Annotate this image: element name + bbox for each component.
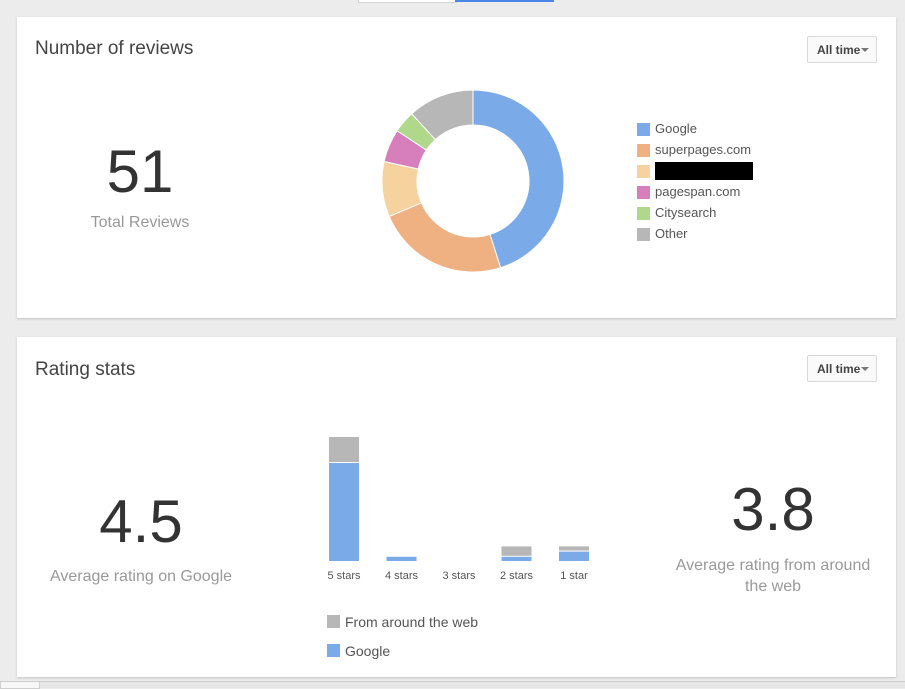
rating-card: Rating stats All time 4.5 Average rating… (17, 337, 896, 677)
reviews-card: Number of reviews All time 51 Total Revi… (17, 17, 896, 318)
google-swatch (327, 644, 340, 657)
google-avg-value: 4.5 (99, 488, 183, 555)
donut-legend-label: Other (655, 226, 688, 241)
donut-slice-0[interactable] (472, 89, 565, 269)
bottom-scrollbar[interactable] (0, 681, 905, 688)
bar-legend-web-label: From around the web (345, 614, 479, 630)
bar-1-star-google[interactable] (559, 551, 589, 561)
donut-legend-label: Citysearch (655, 205, 717, 220)
reviews-card-title: Number of reviews (35, 38, 194, 59)
bar-category-label: 4 stars (385, 570, 419, 582)
chevron-down-icon (861, 48, 869, 52)
bottom-scrollbar-thumb[interactable] (0, 681, 40, 689)
google-avg-label: Average rating on Google (49, 568, 233, 585)
rating-range-dropdown[interactable]: All time (807, 355, 877, 382)
redacted-label (655, 162, 753, 180)
web-avg-value: 3.8 (731, 476, 815, 543)
bar-category-label: 1 star (560, 570, 588, 582)
legend-swatch (637, 207, 650, 220)
legend-swatch (637, 186, 650, 199)
bar-category-label: 3 stars (442, 570, 476, 582)
rating-range-label: All time (817, 362, 861, 376)
donut-legend-label: superpages.com (655, 142, 752, 157)
donut-slice-5[interactable] (410, 89, 474, 141)
legend-swatch (637, 165, 650, 178)
bar-1-star-from-around-the-web[interactable] (559, 546, 589, 551)
donut-legend-label: pagespan.com (655, 184, 741, 199)
bar-5-stars-from-around-the-web[interactable] (329, 437, 359, 463)
bar-4-stars-google[interactable] (386, 556, 417, 561)
total-reviews-value: 51 (106, 138, 174, 205)
donut-slice-1[interactable] (388, 202, 502, 273)
bar-category-label: 5 stars (327, 570, 361, 582)
legend-swatch (637, 123, 650, 136)
web-avg-label-line1: Average rating from around (675, 557, 871, 574)
top-strip (0, 0, 905, 17)
bar-2-stars-google[interactable] (501, 556, 532, 561)
reviews-range-label: All time (817, 43, 861, 57)
rating-bar-chart: 5 stars 4 stars 3 stars 2 stars 1 star (327, 437, 589, 582)
web-swatch (327, 615, 340, 628)
bar-5-stars-google[interactable] (329, 463, 359, 561)
view-toggle-right[interactable] (455, 0, 554, 2)
donut-legend-label: Google (655, 121, 697, 136)
bar-2-stars-from-around-the-web[interactable] (501, 546, 532, 556)
legend-swatch (637, 144, 650, 157)
bar-legend-google-label: Google (345, 643, 391, 659)
reviews-donut-chart (381, 89, 565, 273)
web-avg-label-line2: the web (744, 578, 802, 595)
legend-swatch (637, 228, 650, 241)
bar-category-label: 2 stars (500, 570, 534, 582)
chevron-down-icon (861, 367, 869, 371)
view-toggle-left[interactable] (358, 0, 457, 3)
rating-card-title: Rating stats (35, 359, 136, 380)
total-reviews-label: Total Reviews (90, 214, 190, 231)
reviews-range-dropdown[interactable]: All time (807, 36, 877, 63)
